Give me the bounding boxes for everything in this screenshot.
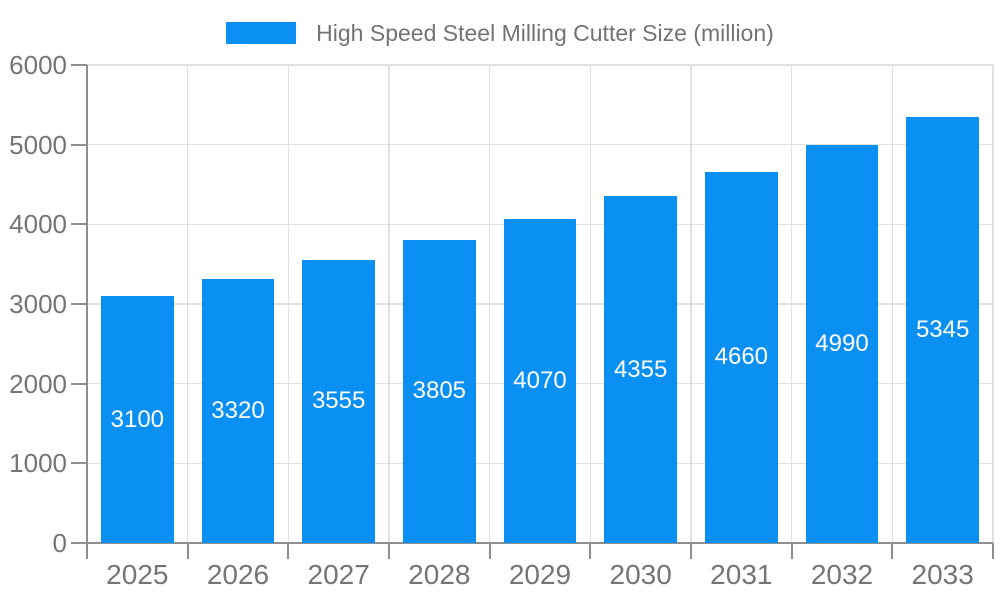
x-axis-tick (589, 543, 592, 559)
gridline-vertical (388, 65, 390, 543)
bar-value-label: 4070 (513, 366, 567, 394)
bar-value-label: 4355 (613, 355, 668, 383)
bar[interactable] (705, 171, 778, 543)
x-axis-tick-label: 2025 (106, 559, 169, 590)
bar[interactable] (403, 239, 476, 543)
gridline-vertical (287, 65, 290, 543)
x-axis-tick-label: 2027 (307, 559, 370, 590)
x-axis-tick-label: 2026 (206, 559, 270, 590)
x-axis-tick-label: 2032 (810, 559, 874, 590)
y-axis-tick (71, 542, 87, 544)
x-axis-tick (86, 543, 88, 559)
bar[interactable] (503, 218, 577, 543)
y-axis-tick-label: 2000 (9, 368, 67, 399)
gridline-vertical (992, 65, 994, 543)
y-axis-tick-label: 4000 (9, 209, 67, 240)
y-axis-tick (71, 64, 87, 66)
y-axis-tick-label: 0 (52, 528, 67, 558)
y-axis-tick-label: 6000 (9, 50, 67, 80)
y-axis-line (86, 65, 88, 543)
y-axis-tick (71, 303, 87, 305)
gridline-vertical (891, 65, 894, 543)
bar[interactable] (906, 117, 979, 543)
y-axis-tick-label: 5000 (9, 129, 67, 160)
gridline-vertical (690, 65, 692, 543)
bar[interactable] (302, 259, 375, 543)
bar[interactable] (201, 278, 275, 543)
x-axis-tick (186, 543, 189, 559)
bar-value-label: 3320 (211, 396, 265, 424)
gridline-vertical (488, 65, 491, 543)
y-axis-tick (71, 382, 87, 385)
bar-value-label: 4660 (714, 343, 769, 371)
x-axis-tick (690, 543, 692, 559)
x-axis-tick-label: 2029 (508, 559, 572, 590)
x-axis-tick-label: 2031 (710, 559, 773, 590)
bar-value-label: 4990 (815, 330, 869, 358)
legend[interactable]: High Speed Steel Milling Cutter Size (mi… (0, 20, 1000, 46)
x-axis-tick (388, 543, 390, 559)
gridline-vertical (790, 65, 793, 543)
x-axis-tick-label: 2030 (609, 559, 672, 590)
gridline-vertical (186, 65, 189, 543)
y-axis-tick (71, 223, 87, 226)
bar[interactable] (101, 296, 174, 543)
legend-label: High Speed Steel Milling Cutter Size (mi… (316, 19, 774, 46)
y-axis-tick (71, 143, 87, 146)
bar-value-label: 3805 (412, 377, 467, 405)
x-axis-tick (891, 543, 894, 559)
y-axis-tick-label: 1000 (9, 448, 67, 479)
gridline-horizontal (87, 64, 993, 66)
x-axis-tick (790, 543, 793, 559)
x-axis-tick (488, 543, 491, 559)
y-axis-tick-label: 3000 (9, 289, 67, 319)
x-axis-tick (992, 543, 994, 559)
y-axis-tick (71, 462, 87, 465)
x-axis-tick-label: 2028 (408, 559, 471, 590)
x-axis-tick (287, 543, 290, 559)
bar[interactable] (805, 145, 879, 543)
bar-value-label: 5345 (915, 316, 970, 344)
gridline-vertical (589, 65, 592, 543)
bar-value-label: 3100 (110, 405, 165, 433)
bar[interactable] (604, 196, 677, 543)
legend-swatch (226, 22, 297, 44)
x-axis-line (87, 542, 993, 544)
bar-value-label: 3555 (311, 387, 366, 415)
x-axis-tick-label: 2033 (911, 559, 974, 590)
gridline-horizontal (87, 143, 993, 146)
